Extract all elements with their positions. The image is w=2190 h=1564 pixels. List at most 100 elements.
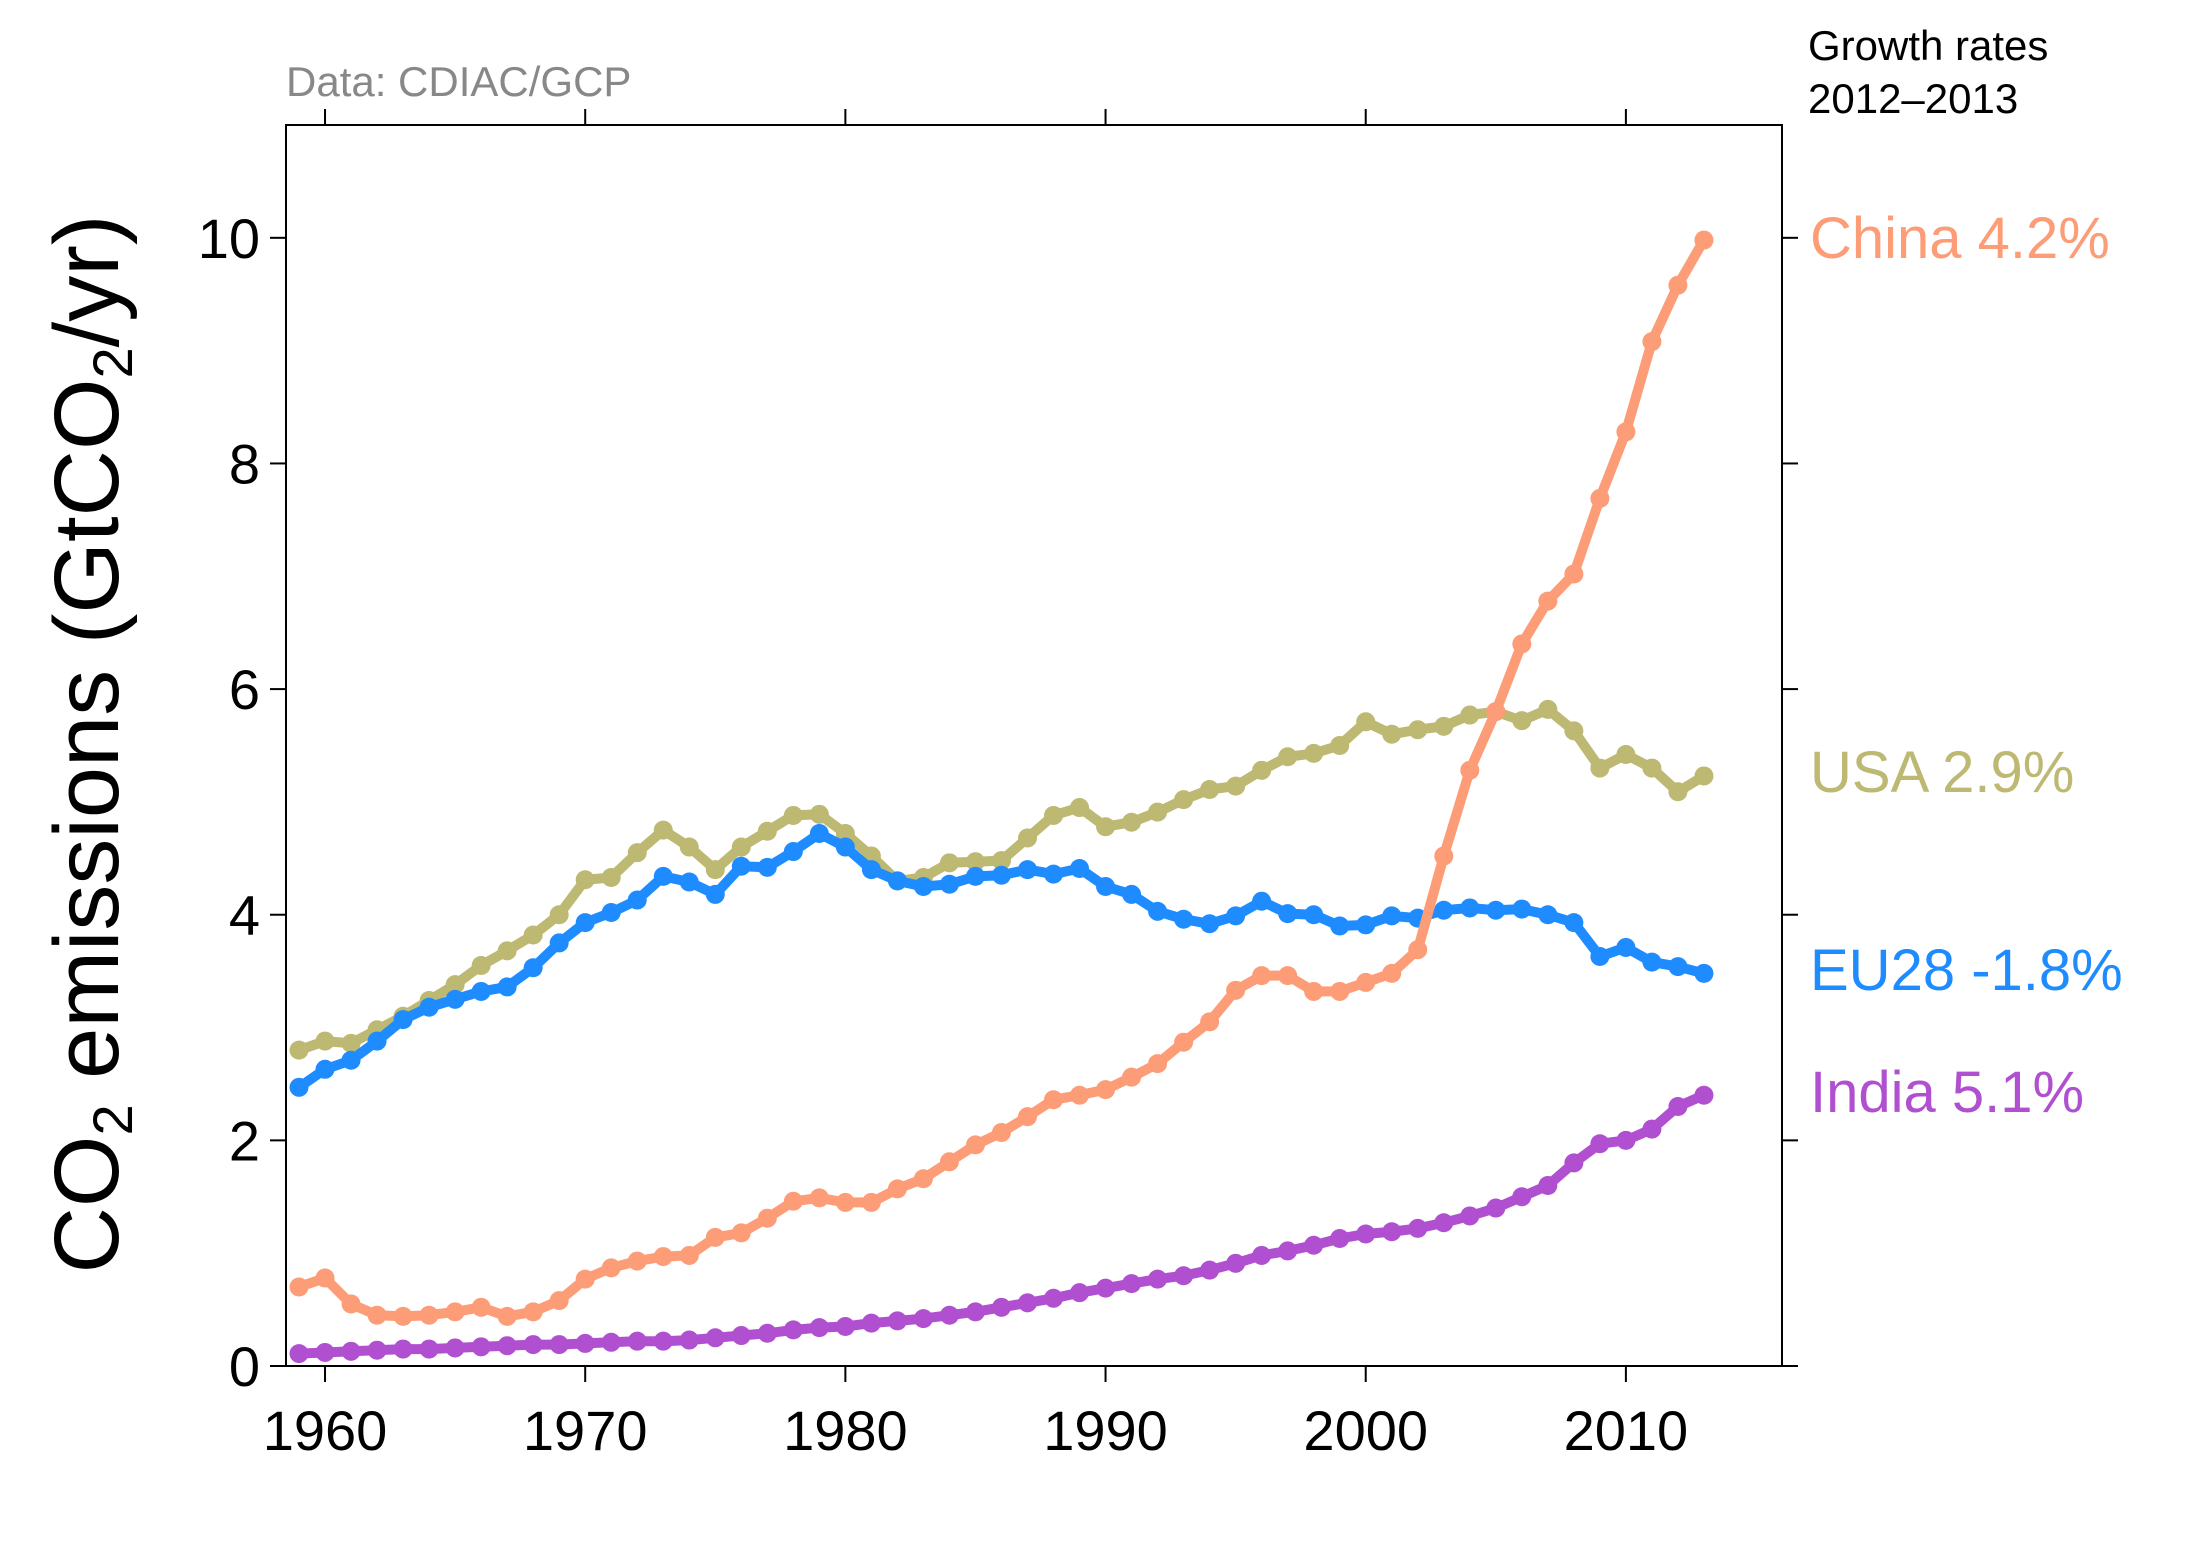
- data-point-china: [315, 1268, 335, 1288]
- data-point-usa: [601, 867, 621, 887]
- data-point-usa: [1356, 712, 1376, 732]
- data-point-usa: [1304, 743, 1324, 763]
- series-label-china: China 4.2%: [1810, 206, 2110, 271]
- data-point-eu28: [1330, 916, 1350, 936]
- data-point-india: [965, 1302, 985, 1322]
- data-point-china: [627, 1251, 647, 1271]
- data-point-eu28: [523, 958, 543, 978]
- data-point-eu28: [1460, 898, 1480, 918]
- data-point-india: [1070, 1283, 1090, 1303]
- data-point-india: [497, 1336, 517, 1356]
- data-point-eu28: [341, 1050, 361, 1070]
- data-point-usa: [315, 1031, 335, 1051]
- series-line-china: [297, 237, 1709, 1322]
- data-point-china: [1512, 634, 1532, 654]
- data-point-eu28: [1017, 860, 1037, 880]
- data-point-eu28: [1590, 946, 1610, 966]
- data-point-usa: [679, 837, 699, 857]
- legend-title-line1: Growth rates: [1808, 22, 2048, 69]
- data-point-india: [1304, 1235, 1324, 1255]
- data-point-usa: [1070, 798, 1090, 818]
- data-point-eu28: [1434, 900, 1454, 920]
- data-point-eu28: [1304, 905, 1324, 925]
- data-point-eu28: [1382, 906, 1402, 926]
- data-point-india: [1486, 1198, 1506, 1218]
- data-point-eu28: [1070, 858, 1090, 878]
- data-point-china: [575, 1269, 595, 1289]
- y-tick-label: 6: [229, 658, 260, 721]
- data-point-india: [471, 1337, 491, 1357]
- data-point-eu28: [1044, 864, 1064, 884]
- data-point-india: [1226, 1253, 1246, 1273]
- x-tick-label: 2000: [1303, 1399, 1428, 1462]
- data-point-india: [1668, 1097, 1688, 1117]
- source-note: Data: CDIAC/GCP: [286, 58, 631, 105]
- data-point-india: [809, 1318, 829, 1338]
- data-point-india: [939, 1305, 959, 1325]
- data-point-china: [1330, 981, 1350, 1001]
- data-point-china: [1434, 846, 1454, 866]
- data-point-usa: [1330, 736, 1350, 755]
- data-point-eu28: [1538, 905, 1558, 925]
- data-point-india: [1252, 1245, 1272, 1265]
- plot-frame: [285, 124, 1783, 1367]
- data-point-china: [1460, 760, 1480, 780]
- series-eu28: [289, 823, 1714, 1097]
- data-point-eu28: [1278, 904, 1298, 924]
- data-point-usa: [289, 1040, 309, 1060]
- data-point-india: [1382, 1222, 1402, 1242]
- data-point-usa: [1408, 720, 1428, 740]
- data-point-india: [653, 1331, 673, 1351]
- series-label-india: India 5.1%: [1810, 1060, 2084, 1125]
- data-point-india: [991, 1297, 1011, 1317]
- data-point-china: [1382, 963, 1402, 983]
- data-point-china: [809, 1188, 829, 1208]
- data-point-india: [705, 1328, 725, 1348]
- data-point-eu28: [1668, 957, 1688, 977]
- data-point-eu28: [445, 989, 465, 1009]
- data-point-india: [1616, 1130, 1636, 1150]
- data-point-india: [1148, 1269, 1168, 1289]
- data-point-china: [1304, 981, 1324, 1001]
- data-point-eu28: [757, 857, 777, 877]
- data-point-india: [1122, 1274, 1142, 1294]
- data-point-india: [1356, 1224, 1376, 1244]
- data-point-usa: [1278, 747, 1298, 767]
- data-point-eu28: [783, 842, 803, 862]
- data-point-india: [1642, 1119, 1662, 1139]
- y-tick-label: 0: [229, 1335, 260, 1398]
- series-india: [289, 1085, 1714, 1364]
- data-point-india: [887, 1311, 907, 1331]
- series-china: [289, 230, 1714, 1326]
- data-point-india: [549, 1335, 569, 1355]
- data-point-china: [835, 1192, 855, 1212]
- data-point-china: [367, 1305, 387, 1325]
- data-point-india: [1044, 1288, 1064, 1308]
- data-point-usa: [1460, 705, 1480, 725]
- data-point-usa: [1017, 828, 1037, 848]
- x-tick-label: 1960: [263, 1399, 388, 1462]
- data-point-china: [965, 1135, 985, 1155]
- data-point-china: [1200, 1012, 1220, 1032]
- data-point-eu28: [939, 874, 959, 894]
- data-point-india: [835, 1317, 855, 1337]
- data-point-india: [757, 1323, 777, 1343]
- data-point-usa: [445, 975, 465, 995]
- data-point-eu28: [497, 977, 517, 997]
- data-point-china: [1356, 972, 1376, 992]
- data-point-eu28: [289, 1077, 309, 1097]
- data-point-china: [1017, 1107, 1037, 1127]
- data-point-india: [1590, 1134, 1610, 1154]
- data-point-eu28: [627, 890, 647, 910]
- data-point-usa: [1590, 758, 1610, 778]
- data-point-usa: [1044, 805, 1064, 825]
- data-point-usa: [653, 820, 673, 840]
- data-point-china: [783, 1191, 803, 1211]
- data-point-usa: [1512, 711, 1532, 731]
- data-point-india: [1564, 1153, 1584, 1173]
- data-point-usa: [965, 852, 985, 872]
- data-point-eu28: [1616, 937, 1636, 957]
- data-point-china: [1668, 275, 1688, 295]
- data-point-china: [1148, 1054, 1168, 1074]
- data-point-eu28: [367, 1031, 387, 1051]
